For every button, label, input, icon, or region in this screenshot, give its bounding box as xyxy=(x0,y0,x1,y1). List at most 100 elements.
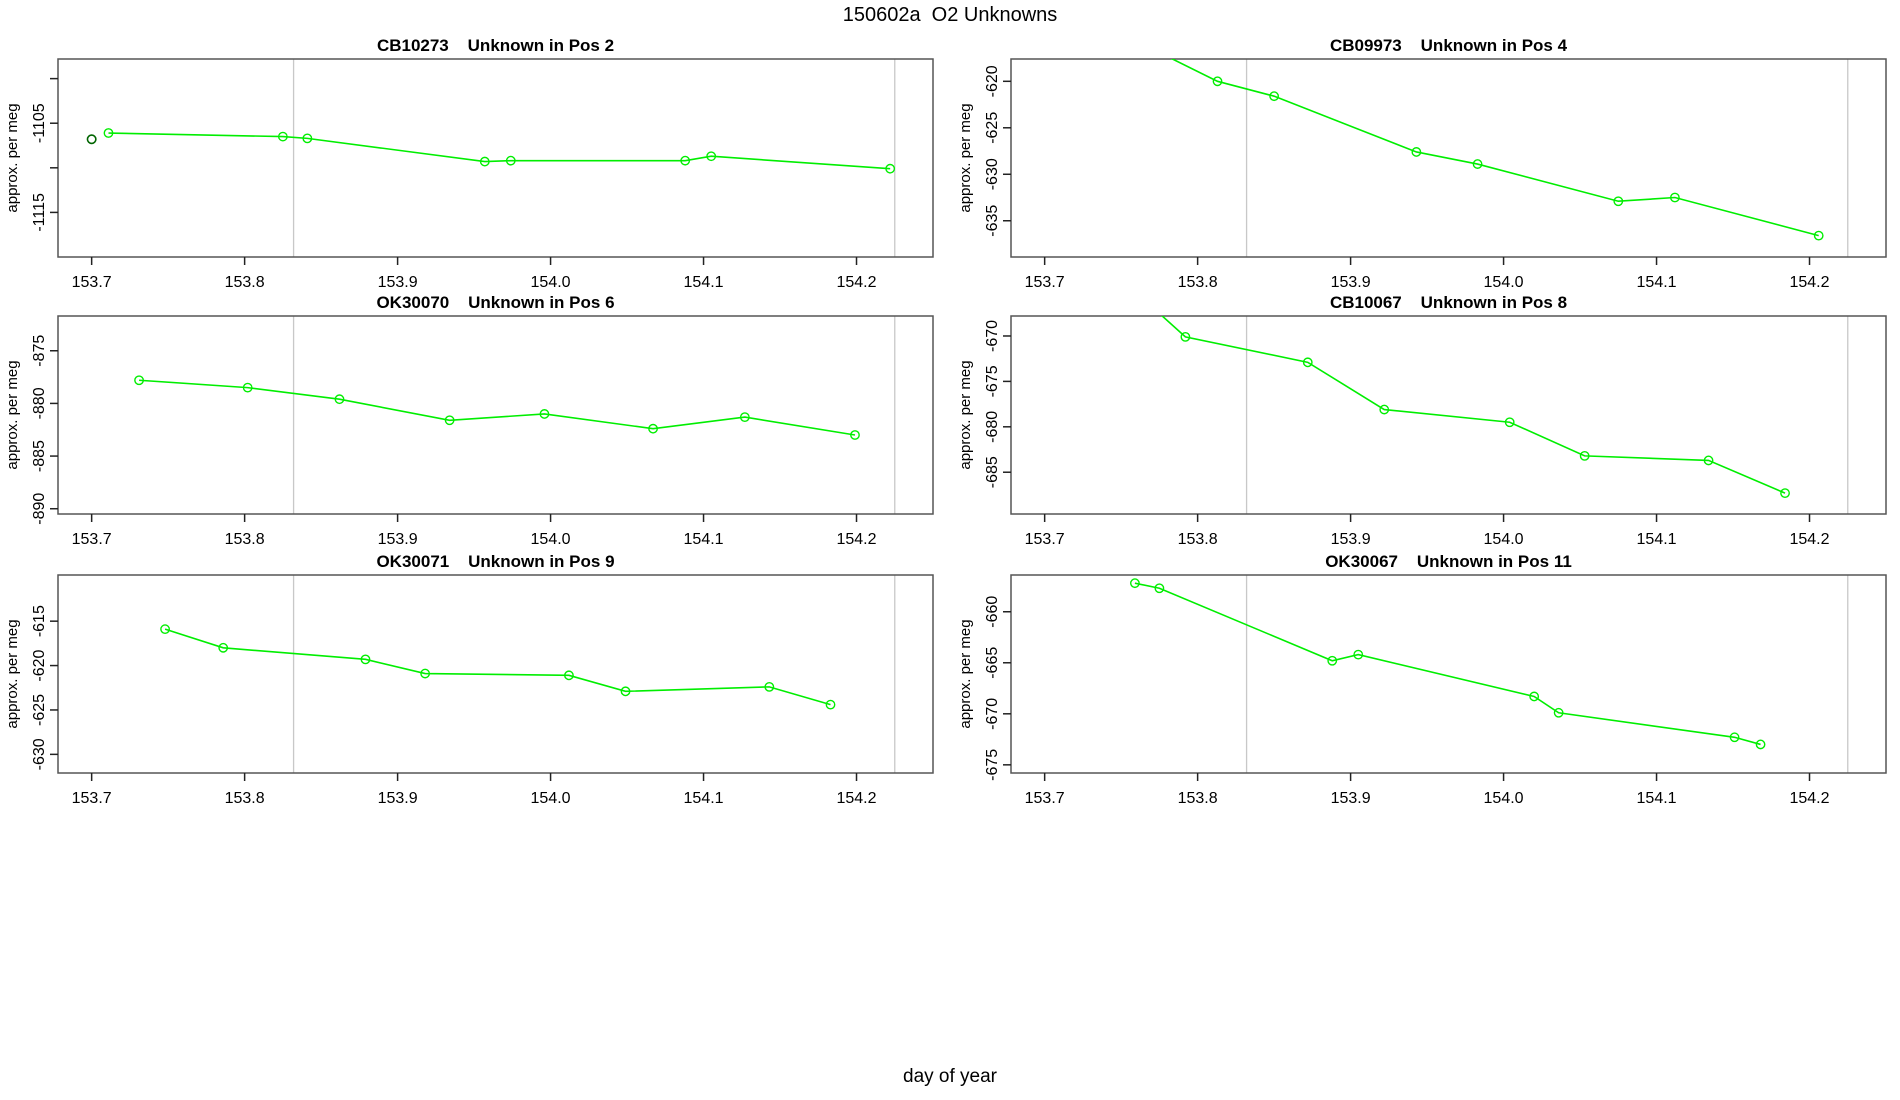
data-point xyxy=(360,654,371,665)
x-tick-label: 154.2 xyxy=(1789,531,1829,548)
data-point xyxy=(1780,488,1790,499)
x-tick-label: 153.9 xyxy=(1331,531,1371,548)
data-point xyxy=(302,133,313,144)
y-tick-label: -1115 xyxy=(31,193,48,232)
data-point xyxy=(1212,76,1223,87)
data-point xyxy=(1579,450,1590,461)
data-point xyxy=(564,670,574,681)
y-tick-label: -890 xyxy=(31,493,48,525)
x-tick-label: 153.7 xyxy=(1025,531,1065,548)
plot-box xyxy=(57,315,934,515)
data-point xyxy=(706,151,717,162)
y-axis-title: approx. per meg xyxy=(4,360,21,469)
data-point xyxy=(648,423,658,434)
x-tick-label: 154.1 xyxy=(684,790,724,807)
x-tick-label: 153.8 xyxy=(1178,274,1218,291)
x-tick-label: 153.7 xyxy=(1025,790,1065,807)
data-line xyxy=(139,379,856,436)
y-axis-title: approx. per meg xyxy=(4,103,21,212)
x-tick-label: 154.2 xyxy=(836,274,876,291)
data-point xyxy=(1130,578,1140,589)
data-point xyxy=(1148,45,1156,53)
x-tick-label: 153.7 xyxy=(72,274,112,291)
outlier-point xyxy=(86,134,97,145)
x-tick-label: 153.9 xyxy=(1331,274,1371,291)
x-axis-label: day of year xyxy=(903,1066,997,1087)
x-tick-label: 154.0 xyxy=(1484,531,1524,548)
data-point xyxy=(134,375,144,386)
x-tick-label: 153.8 xyxy=(1178,531,1218,548)
data-point xyxy=(277,131,288,142)
y-tick-label: -665 xyxy=(984,647,1001,679)
data-point xyxy=(103,128,114,138)
plot-box xyxy=(1010,315,1887,515)
x-tick-label: 154.2 xyxy=(1789,790,1829,807)
x-tick-label: 153.8 xyxy=(225,531,265,548)
panel-title: OK30070 Unknown in Pos 6 xyxy=(376,293,614,312)
data-point xyxy=(1755,739,1766,750)
y-tick-label: -660 xyxy=(984,596,1001,628)
y-tick-label: -630 xyxy=(984,158,1001,190)
data-line xyxy=(164,628,831,706)
data-line xyxy=(1134,582,1761,746)
panel-title: OK30071 Unknown in Pos 9 xyxy=(376,552,614,571)
data-point xyxy=(1379,404,1390,415)
x-tick-label: 154.0 xyxy=(1484,790,1524,807)
data-point xyxy=(160,624,170,635)
panel-title: OK30067 Unknown in Pos 11 xyxy=(1325,552,1572,571)
y-tick-label: -680 xyxy=(984,411,1001,443)
data-point xyxy=(1729,732,1740,743)
y-axis-title: approx. per meg xyxy=(957,103,974,212)
data-point xyxy=(218,642,229,653)
x-tick-label: 153.9 xyxy=(1331,790,1371,807)
data-point xyxy=(1813,230,1824,241)
data-point xyxy=(1411,147,1422,157)
x-tick-label: 153.8 xyxy=(225,274,265,291)
y-tick-label: -625 xyxy=(31,694,48,726)
y-tick-label: -1105 xyxy=(31,103,48,143)
x-tick-label: 153.9 xyxy=(378,531,418,548)
data-point xyxy=(620,686,631,697)
panel-title: CB10067 Unknown in Pos 8 xyxy=(1330,293,1567,312)
x-tick-label: 154.0 xyxy=(531,274,571,291)
data-point xyxy=(1353,649,1364,660)
panel-CB09973: 153.7 153.8 153.9 154.0 154.1 154.2 -620 -625 -6… xyxy=(957,36,1887,291)
y-tick-label: -875 xyxy=(31,335,48,367)
data-point xyxy=(334,394,345,405)
data-line xyxy=(108,132,891,170)
x-tick-label: 154.0 xyxy=(531,790,571,807)
x-tick-label: 154.1 xyxy=(1637,531,1677,548)
y-tick-label: -885 xyxy=(31,440,48,472)
x-tick-label: 153.7 xyxy=(1025,274,1065,291)
x-tick-label: 154.1 xyxy=(1637,274,1677,291)
y-tick-label: -675 xyxy=(984,365,1001,397)
data-layer xyxy=(86,128,896,174)
y-axis-title: approx. per meg xyxy=(957,619,974,728)
data-point xyxy=(242,382,253,393)
data-line xyxy=(1161,316,1786,494)
data-point xyxy=(420,668,431,679)
y-tick-label: -670 xyxy=(984,698,1001,730)
y-tick-label: -625 xyxy=(984,112,1001,144)
data-layer xyxy=(1130,578,1766,750)
data-point xyxy=(764,681,775,692)
figure-title: 150602a O2 Unknowns xyxy=(842,4,1058,26)
x-tick-label: 153.7 xyxy=(72,531,112,548)
x-tick-label: 154.1 xyxy=(1637,790,1677,807)
data-point xyxy=(1472,159,1483,169)
x-tick-label: 153.9 xyxy=(378,790,418,807)
data-point xyxy=(1504,417,1515,428)
y-tick-label: -615 xyxy=(31,605,48,637)
data-layer xyxy=(1148,45,1824,241)
y-tick-label: -620 xyxy=(31,649,48,681)
x-tick-label: 154.1 xyxy=(684,274,724,291)
x-tick-label: 154.2 xyxy=(836,531,876,548)
data-line xyxy=(1170,59,1819,237)
x-tick-label: 153.8 xyxy=(225,790,265,807)
data-point xyxy=(1180,331,1191,342)
panel-title: CB09973 Unknown in Pos 4 xyxy=(1330,36,1568,55)
y-tick-label: -635 xyxy=(984,205,1001,237)
data-point xyxy=(479,156,490,167)
data-point xyxy=(825,699,836,710)
